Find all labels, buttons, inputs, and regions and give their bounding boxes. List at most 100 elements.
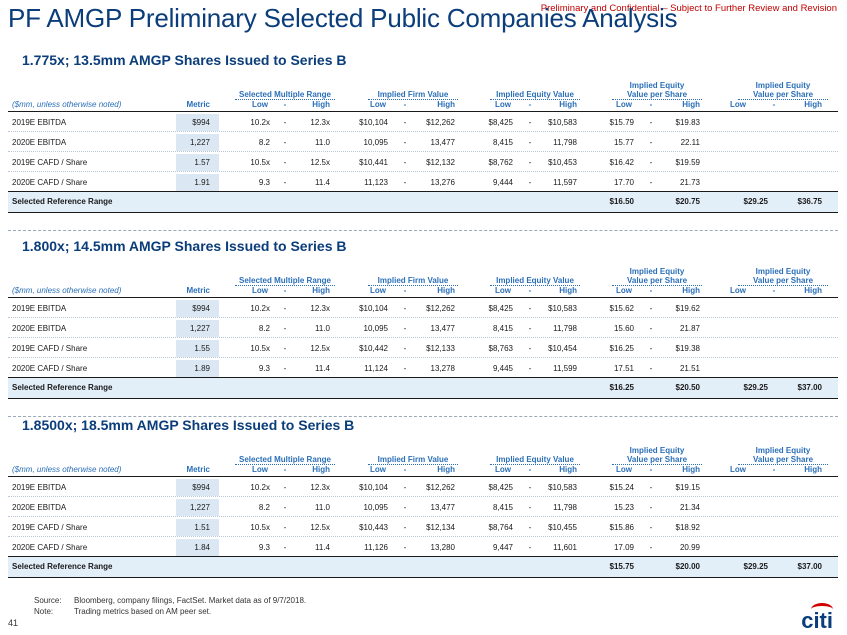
equity-value-high: 11,597 <box>553 178 577 187</box>
per-share-high: 22.11 <box>680 138 700 147</box>
range-dash: - <box>283 483 287 492</box>
reference-high: $20.75 <box>675 197 700 206</box>
group-header: Value per Share <box>612 276 702 286</box>
metric-value: 1.84 <box>194 543 210 552</box>
high-header: High <box>559 100 577 109</box>
dash-header: - <box>403 465 407 474</box>
dash-header: - <box>649 465 653 474</box>
dash-header: - <box>283 465 287 474</box>
equity-value-high: $10,583 <box>548 118 577 127</box>
confidential-notice: Preliminary and Confidential – Subject t… <box>540 3 837 14</box>
equity-value-low: 9,447 <box>492 543 513 552</box>
equity-value-low: 8,415 <box>492 324 513 333</box>
table-row: 2020E EBITDA 1,227 8.2 - 11.0 10,095 - 13,477 8,… <box>8 499 838 517</box>
table-row: 2020E EBITDA 1,227 8.2 - 11.0 10,095 - 13,477 8,… <box>8 134 838 152</box>
per-share-high: $18.92 <box>675 523 700 532</box>
range-dash: - <box>649 118 653 127</box>
multiple-high: 11.0 <box>315 503 330 512</box>
equity-value-low: 9,444 <box>492 178 513 187</box>
metric-value: $994 <box>192 118 210 127</box>
firm-value-high: $12,262 <box>426 304 455 313</box>
metric-highlight <box>176 134 219 151</box>
source-label: Source: <box>34 596 62 605</box>
dash-header: - <box>772 465 776 474</box>
multiple-low: 8.2 <box>258 503 270 512</box>
high-header: High <box>559 465 577 474</box>
multiple-low: 9.3 <box>258 178 270 187</box>
dash-header: - <box>528 465 532 474</box>
range-dash: - <box>403 118 407 127</box>
range-dash: - <box>403 138 407 147</box>
per-share-low: 15.77 <box>613 138 634 147</box>
range-dash: - <box>403 543 407 552</box>
section-title: 1.800x; 14.5mm AMGP Shares Issued to Ser… <box>22 238 347 254</box>
reference-range-row: Selected Reference Range $16.25 $20.50 $29.… <box>8 377 838 399</box>
row-label: 2019E CAFD / Share <box>12 344 88 353</box>
low-header: Low <box>370 100 386 109</box>
metric-value: 1.89 <box>194 364 210 373</box>
range-dash: - <box>528 118 532 127</box>
range-dash: - <box>403 503 407 512</box>
units-note: ($mm, unless otherwise noted) <box>12 465 122 474</box>
high-header: High <box>682 465 700 474</box>
row-label: 2020E EBITDA <box>12 138 67 147</box>
multiple-high: 12.5x <box>310 523 330 532</box>
table-row: 2020E CAFD / Share 1.91 9.3 - 11.4 11,123 - 13,… <box>8 174 838 192</box>
high-header: High <box>312 465 330 474</box>
low-header: Low <box>252 100 268 109</box>
per-share-low: 17.51 <box>613 364 634 373</box>
firm-value-low: $10,441 <box>359 158 388 167</box>
equity-value-low: $8,425 <box>488 118 513 127</box>
metric-highlight <box>176 340 219 357</box>
equity-value-low: $8,764 <box>488 523 513 532</box>
group-header: Implied Equity <box>755 267 811 276</box>
firm-value-high: $12,262 <box>426 118 455 127</box>
range-dash: - <box>649 543 653 552</box>
high-header: High <box>804 100 822 109</box>
group-header: Implied Firm Value <box>368 90 458 100</box>
group-header: Value per Share <box>612 90 702 100</box>
dash-header: - <box>772 100 776 109</box>
equity-value-low: $8,425 <box>488 304 513 313</box>
equity-value-high: 11,798 <box>553 503 577 512</box>
per-share-low: 15.23 <box>613 503 634 512</box>
firm-value-high: 13,477 <box>430 503 455 512</box>
row-label: 2019E CAFD / Share <box>12 523 88 532</box>
dash-header: - <box>403 100 407 109</box>
range-dash: - <box>283 324 287 333</box>
equity-value-high: 11,798 <box>553 138 577 147</box>
per-share-low: $15.79 <box>609 118 634 127</box>
multiple-low: 10.2x <box>250 483 270 492</box>
metric-value: 1.51 <box>194 523 210 532</box>
column-header-row: ($mm, unless otherwise noted) Metric Low - H… <box>8 285 838 298</box>
note-label: Note: <box>34 607 54 616</box>
units-note: ($mm, unless otherwise noted) <box>12 100 122 109</box>
per-share-high: $19.59 <box>675 158 700 167</box>
multiple-high: 11.0 <box>315 324 330 333</box>
metric-highlight <box>176 539 219 556</box>
range-dash: - <box>403 523 407 532</box>
high-header: High <box>559 286 577 295</box>
multiple-high: 12.3x <box>310 483 330 492</box>
equity-value-high: $10,453 <box>548 158 577 167</box>
equity-value-low: $8,425 <box>488 483 513 492</box>
range-dash: - <box>649 158 653 167</box>
range-dash: - <box>283 344 287 353</box>
range-dash: - <box>283 503 287 512</box>
range-dash: - <box>649 178 653 187</box>
row-label: 2019E CAFD / Share <box>12 158 88 167</box>
range-dash: - <box>649 503 653 512</box>
page-title: PF AMGP Preliminary Selected Public Comp… <box>8 3 678 33</box>
firm-value-high: 13,477 <box>430 138 455 147</box>
row-label: 2020E EBITDA <box>12 324 67 333</box>
equity-value-high: $10,583 <box>548 304 577 313</box>
firm-value-high: 13,276 <box>430 178 455 187</box>
row-label: 2020E EBITDA <box>12 503 67 512</box>
equity-value-high: 11,601 <box>553 543 577 552</box>
dash-header: - <box>528 100 532 109</box>
table-row: 2019E CAFD / Share 1.51 10.5x - 12.5x $10,443… <box>8 519 838 537</box>
firm-value-low: 11,126 <box>364 543 388 552</box>
range-dash: - <box>528 503 532 512</box>
range-dash: - <box>283 543 287 552</box>
per-share-low: 15.60 <box>613 324 634 333</box>
